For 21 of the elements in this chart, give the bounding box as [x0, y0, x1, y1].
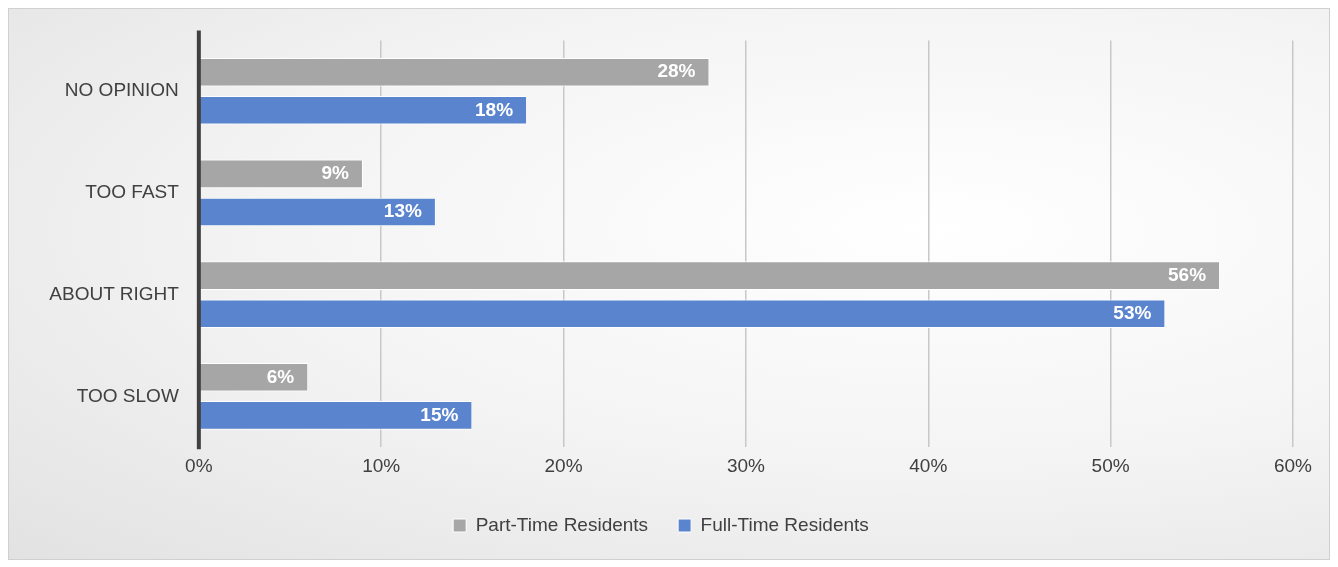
y-tick-label: TOO FAST	[85, 181, 180, 203]
data-label: 56%	[1168, 263, 1207, 285]
x-tick-label: 40%	[909, 454, 948, 476]
x-tick-label: 50%	[1091, 454, 1130, 476]
data-label: 9%	[321, 162, 350, 184]
data-label: 53%	[1113, 301, 1152, 323]
x-tick-label: 60%	[1273, 454, 1313, 476]
y-tick-label: NO OPINION	[64, 79, 179, 101]
data-label: 18%	[475, 98, 514, 120]
y-tick-label: ABOUT RIGHT	[49, 282, 180, 304]
data-label: 28%	[657, 60, 696, 82]
x-tick-label: 30%	[726, 454, 766, 476]
data-label: 15%	[420, 403, 459, 425]
legend-label: Full-Time Residents	[700, 513, 869, 535]
legend-label: Part-Time Residents	[475, 513, 649, 535]
data-label: 13%	[383, 200, 423, 222]
x-tick-label: 20%	[544, 454, 583, 476]
y-tick-label: TOO SLOW	[76, 384, 179, 406]
x-tick-label: 0%	[185, 454, 213, 476]
data-label: 6%	[266, 365, 295, 387]
x-tick-label: 10%	[362, 454, 401, 476]
